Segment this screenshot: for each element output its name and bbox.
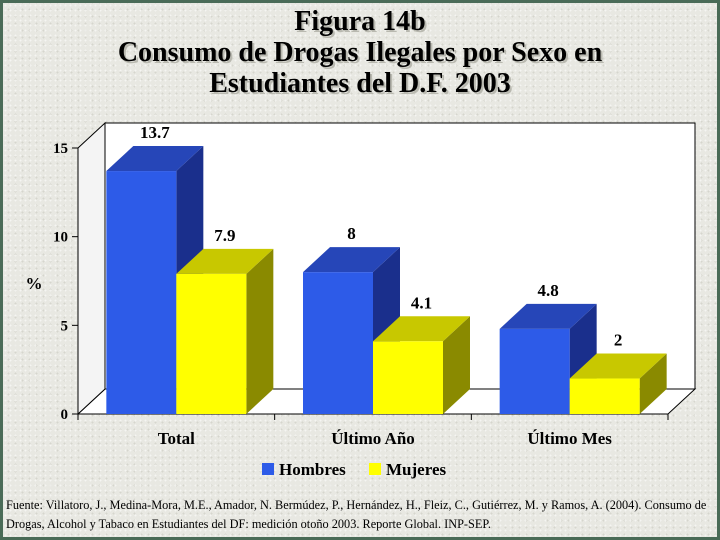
y-axis-label: % <box>26 274 43 293</box>
legend-label-hombres: Hombres <box>279 460 346 479</box>
data-label: 4.1 <box>411 293 432 312</box>
y-tick-label: 0 <box>61 407 69 423</box>
bar-front <box>176 273 247 414</box>
data-label: 8 <box>347 224 356 243</box>
bar-mujeres <box>176 248 274 414</box>
legend-swatch-hombres <box>262 463 274 475</box>
bar-top <box>373 316 470 342</box>
bar-front <box>569 378 640 414</box>
data-label: 4.8 <box>538 281 559 300</box>
bar-top <box>106 146 204 172</box>
bar-front <box>499 328 570 414</box>
bar-top <box>303 247 400 273</box>
data-label: 13.7 <box>140 123 170 142</box>
bar-front <box>373 341 443 414</box>
legend-label-mujeres: Mujeres <box>386 460 446 479</box>
bar-front <box>303 272 373 414</box>
bar-side <box>443 316 470 414</box>
chart-bars <box>106 146 667 414</box>
bar-mujeres <box>373 316 470 414</box>
bar-side <box>639 353 667 414</box>
x-tick-label: Total <box>158 429 195 448</box>
title-line-3: Estudiantes del D.F. 2003 <box>209 68 511 99</box>
y-tick-label: 10 <box>53 230 68 246</box>
x-tick-label: Último Año <box>331 429 415 448</box>
bar-top <box>499 303 597 329</box>
chart-title: Figura 14b Consumo de Drogas Ilegales po… <box>0 6 720 99</box>
bar-top <box>176 248 274 274</box>
data-label: 2 <box>614 331 623 350</box>
x-tick-label: Último Mes <box>527 429 612 448</box>
side-wall <box>77 121 106 416</box>
legend-swatch-mujeres <box>369 463 381 475</box>
chart-labels: 13.7 7.9 8 4.1 4.8 2 <box>140 123 622 349</box>
title-line-2: Consumo de Drogas Ilegales por Sexo en <box>117 37 603 68</box>
bar-mujeres <box>569 353 667 414</box>
title-line-1: Figura 14b <box>294 6 426 37</box>
chart-legend: Hombres Mujeres <box>262 460 446 479</box>
chart-axes: 0 5 10 15% Total Último Año Último Mes <box>26 141 669 448</box>
bar-top <box>569 353 667 379</box>
y-tick-label: 5 <box>61 318 69 334</box>
bar-side <box>246 248 274 414</box>
bar-front <box>106 171 177 414</box>
source-note: Fuente: Villatoro, J., Medina-Mora, M.E.… <box>6 498 707 531</box>
data-label: 7.9 <box>214 226 235 245</box>
y-tick-label: 15 <box>53 141 68 157</box>
